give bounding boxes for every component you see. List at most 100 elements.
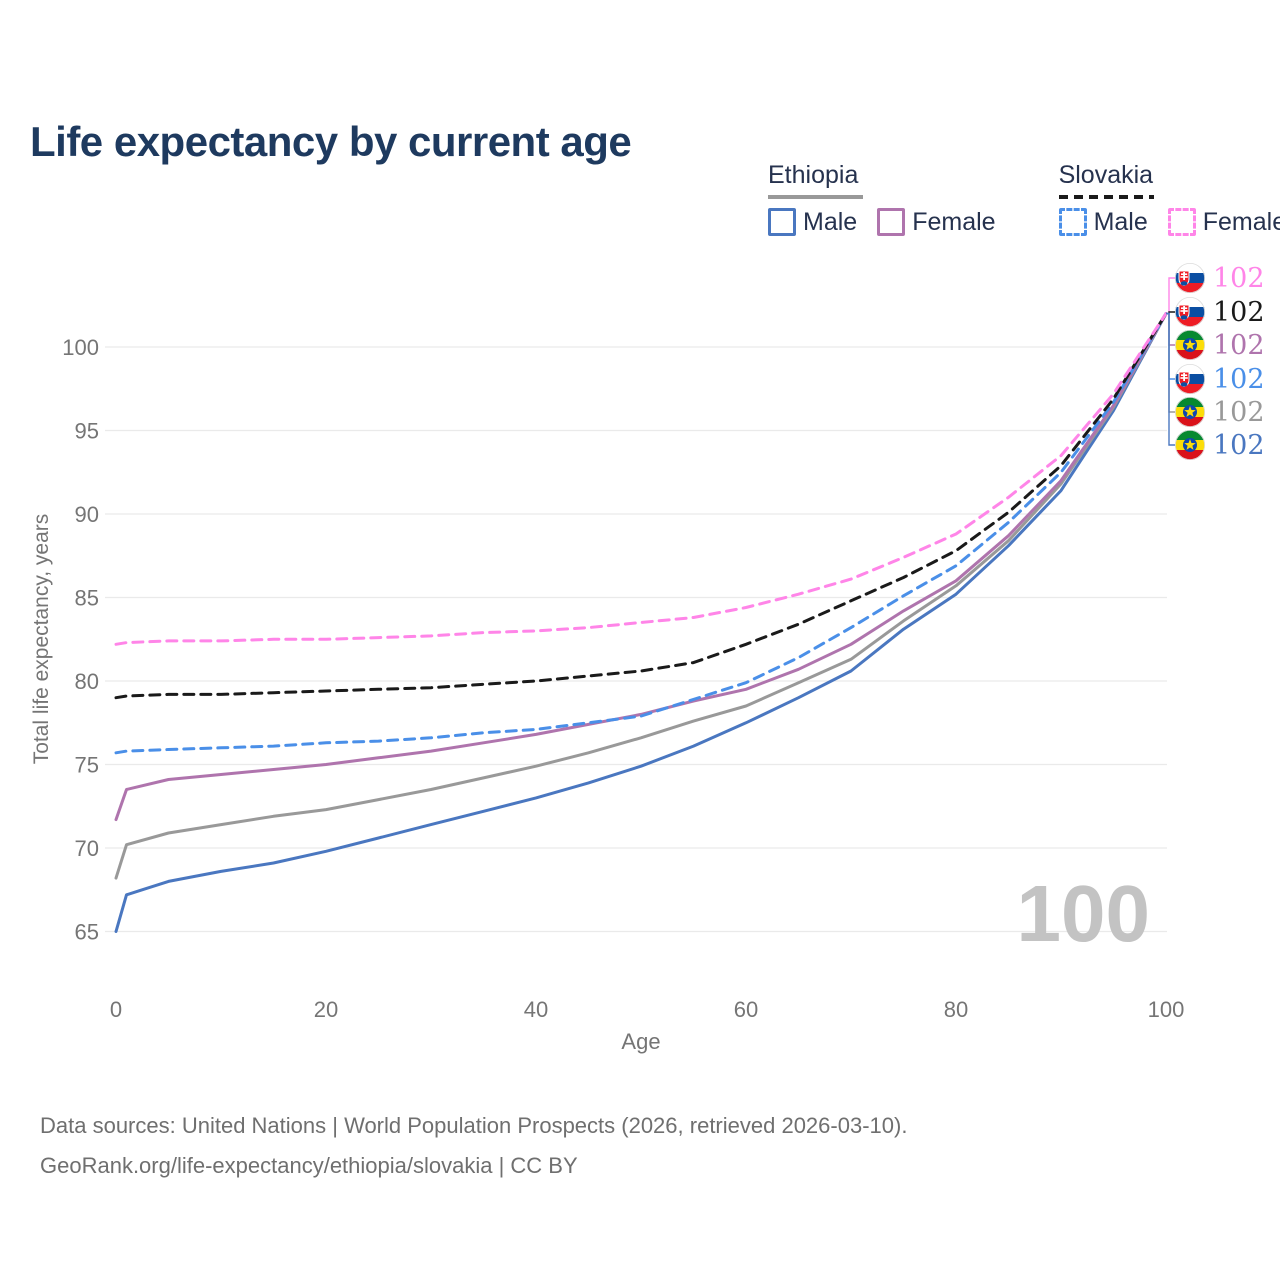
flag-ring (1175, 296, 1206, 327)
et-red-band (1175, 450, 1205, 460)
legend-label-ethiopia-male: Male (803, 207, 858, 236)
x-axis-title: Age (621, 1029, 660, 1054)
y-axis-title: Total life expectancy, years (30, 514, 53, 765)
et-emblem-star (1184, 439, 1196, 450)
series-line-slovakia-male (114, 312, 1168, 755)
sk-cross-bar-upper (1181, 307, 1188, 309)
sk-red-band (1175, 384, 1205, 394)
sk-cross-bar-lower (1180, 377, 1188, 379)
page-title: Life expectancy by current age (30, 118, 632, 166)
sk-hill (1180, 382, 1188, 387)
series-line-ethiopia (114, 312, 1168, 880)
ethiopia-solid-line-swatch (768, 194, 863, 199)
y-tick-label-75: 75 (75, 753, 99, 778)
series-line-slovakia-female (114, 312, 1168, 646)
leader-line-slovakia-male (1166, 312, 1175, 380)
legend-group-slovakia: Slovakia Male Female (1058, 161, 1280, 237)
legend-country-ethiopia-label: Ethiopia (768, 161, 859, 189)
ethiopia-flag-icon (1175, 397, 1205, 427)
x-tick-label-20: 20 (314, 997, 338, 1022)
legend: Ethiopia Male Female Slovakia (768, 161, 1280, 237)
legend-item-slovakia-male[interactable]: Male (1058, 207, 1148, 237)
x-tick-label-0: 0 (110, 997, 122, 1022)
legend-item-ethiopia-male[interactable]: Male (768, 208, 857, 237)
flag-ring (1175, 363, 1206, 394)
y-tick-label-85: 85 (75, 586, 99, 611)
leader-line-ethiopia-male (1166, 312, 1175, 446)
y-tick-label-70: 70 (75, 836, 99, 861)
legend-label-slovakia-female: Female (1202, 207, 1280, 236)
ethiopia-flag-icon (1175, 330, 1205, 360)
x-tick-label-40: 40 (524, 997, 548, 1022)
series-line-ethiopia-female (114, 312, 1168, 822)
y-tick-label-80: 80 (75, 669, 99, 694)
sk-cross-bar-lower (1180, 276, 1188, 278)
end-value-label-ethiopia: 102 (1213, 397, 1265, 428)
et-red-band (1175, 350, 1205, 360)
source-note: Data sources: United Nations | World Pop… (40, 1106, 907, 1186)
end-value-label-ethiopia-male: 102 (1213, 430, 1265, 461)
ethiopia-male-swatch-icon (768, 208, 796, 236)
slovakia-flag-icon (1175, 297, 1205, 327)
y-tick-label-100: 100 (62, 335, 99, 360)
et-green-band (1175, 330, 1205, 340)
leader-line-slovakia-female (1166, 277, 1175, 315)
source-line-1: Data sources: United Nations | World Pop… (40, 1113, 908, 1138)
leader-line-ethiopia (1166, 312, 1175, 413)
sk-hill (1180, 315, 1188, 320)
sk-blue-band (1175, 273, 1205, 283)
legend-item-slovakia-female[interactable]: Female (1167, 207, 1280, 237)
legend-label-ethiopia-female: Female (912, 207, 996, 236)
y-tick-label-90: 90 (75, 502, 99, 527)
ethiopia-flag-icon (1175, 430, 1205, 460)
et-emblem-star (1184, 406, 1196, 417)
sk-red-band (1175, 283, 1205, 293)
legend-items-slovakia: Male Female (1058, 207, 1280, 237)
end-value-label-slovakia-female: 102 (1213, 263, 1265, 294)
legend-label-slovakia-male: Male (1093, 207, 1148, 236)
flag-ring (1175, 396, 1206, 427)
sk-cross-bar-upper (1181, 374, 1188, 376)
slovakia-dashed-line-swatch (1058, 194, 1154, 199)
ethiopia-female-swatch-icon (877, 208, 906, 236)
slovakia-female-swatch-icon (1167, 208, 1196, 236)
leader-line-ethiopia-female (1166, 312, 1175, 346)
sk-cross-vertical (1183, 272, 1185, 280)
sk-white-band (1175, 364, 1205, 374)
slovakia-male-swatch-icon (1058, 208, 1087, 236)
sk-blue-band (1175, 374, 1205, 384)
et-emblem-star (1184, 339, 1196, 350)
x-tick-label-60: 60 (734, 997, 758, 1022)
slovakia-flag-icon (1175, 364, 1205, 394)
end-value-label-ethiopia-female: 102 (1213, 330, 1265, 361)
legend-items-ethiopia: Male Female (768, 208, 996, 237)
flag-ring (1175, 429, 1206, 460)
legend-group-ethiopia: Ethiopia Male Female (768, 161, 996, 237)
sk-red-band (1175, 317, 1205, 327)
sk-cross-bar-lower (1180, 310, 1188, 312)
end-value-label-slovakia: 102 (1213, 297, 1265, 328)
x-tick-label-100: 100 (1148, 997, 1185, 1022)
legend-country-slovakia[interactable]: Slovakia (1058, 161, 1280, 199)
source-line-2: GeoRank.org/life-expectancy/ethiopia/slo… (40, 1153, 578, 1179)
sk-cross-vertical (1183, 373, 1185, 381)
flag-ring (1175, 329, 1206, 360)
sk-hill (1180, 281, 1188, 286)
y-tick-label-95: 95 (75, 419, 99, 444)
y-tick-label-65: 65 (75, 920, 99, 945)
age-watermark: 100 (1017, 869, 1150, 958)
end-value-label-slovakia-male: 102 (1213, 364, 1265, 395)
series-line-slovakia (114, 312, 1168, 700)
et-red-band (1175, 417, 1205, 427)
sk-white-band (1175, 263, 1205, 273)
legend-country-ethiopia[interactable]: Ethiopia (768, 161, 996, 199)
slovakia-flag-icon (1175, 263, 1205, 293)
sk-white-band (1175, 297, 1205, 307)
et-green-band (1175, 430, 1205, 440)
legend-item-ethiopia-female[interactable]: Female (877, 207, 996, 237)
legend-country-slovakia-label: Slovakia (1058, 161, 1154, 189)
et-green-band (1175, 397, 1205, 407)
sk-cross-vertical (1183, 306, 1185, 314)
